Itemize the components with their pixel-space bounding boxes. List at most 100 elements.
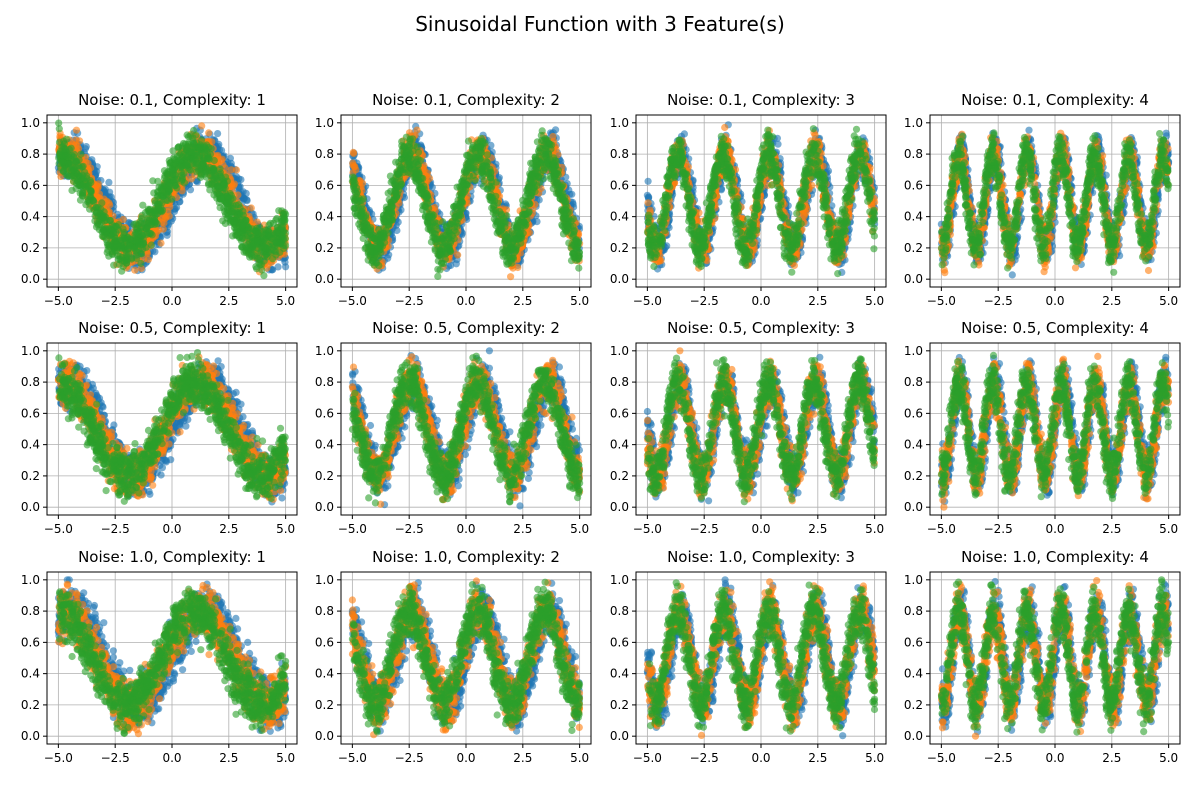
scatter-point <box>139 231 147 239</box>
scatter-point <box>84 196 92 204</box>
scatter-point <box>216 165 224 173</box>
scatter-point <box>186 186 195 194</box>
scatter-point <box>163 231 171 239</box>
scatter-point <box>234 228 242 236</box>
scatter-point <box>78 171 86 179</box>
y-tick-label: 1.0 <box>21 116 40 130</box>
scatter-point <box>79 188 87 196</box>
scatter-point <box>99 225 107 233</box>
scatter-point <box>237 176 245 184</box>
scatter-point <box>204 181 213 189</box>
scatter-point <box>64 172 72 180</box>
scatter-point <box>256 224 264 232</box>
scatter-point <box>502 206 511 214</box>
scatter-point <box>68 186 76 194</box>
scatter-point <box>216 204 224 212</box>
scatter-point <box>60 140 68 148</box>
scatter-point <box>137 259 145 268</box>
scatter-point <box>171 182 179 190</box>
scatter-point <box>157 239 165 247</box>
scatter-point <box>172 156 180 164</box>
scatter-point <box>198 122 206 130</box>
scatter-point <box>70 150 78 158</box>
scatter-point <box>94 203 102 212</box>
scatter-point <box>125 250 133 258</box>
scatter-point <box>93 181 101 189</box>
scatter-point <box>153 192 161 201</box>
scatter-point <box>205 129 213 137</box>
scatter-point <box>110 261 118 269</box>
scatter-point <box>507 273 515 281</box>
scatter-point <box>72 126 81 134</box>
scatter-point <box>58 158 66 166</box>
scatter-point <box>262 226 270 234</box>
subplot-title: Noise: 0.1, Complexity: 1 <box>78 91 266 109</box>
scatter-point <box>210 166 218 174</box>
x-tick-label: 2.5 <box>219 294 238 308</box>
scatter-point <box>55 119 63 127</box>
scatter-point <box>178 177 186 185</box>
scatter-point <box>118 234 127 242</box>
scatter-point <box>106 216 114 225</box>
scatter-point <box>156 198 164 206</box>
scatter-point <box>87 164 95 172</box>
scatter-point <box>60 167 68 175</box>
scatter-point <box>245 250 253 258</box>
scatter-point <box>253 218 261 226</box>
y-tick-label: 0.0 <box>21 272 40 286</box>
scatter-point <box>175 143 183 151</box>
scatter-point <box>159 225 167 233</box>
scatter-point <box>193 168 201 176</box>
scatter-point <box>75 156 83 164</box>
scatter-point <box>168 166 176 174</box>
scatter-point <box>131 244 139 252</box>
scatter-point <box>452 260 460 268</box>
scatter-point <box>268 245 276 254</box>
x-tick-label: −5.0 <box>44 294 73 308</box>
scatter-point <box>82 143 90 151</box>
scatter-point <box>171 172 179 180</box>
scatter-point <box>113 241 121 249</box>
scatter-point <box>276 248 284 256</box>
scatter-point <box>65 145 73 154</box>
scatter-point <box>217 195 225 203</box>
scatter-point <box>148 231 156 239</box>
scatter-point <box>104 246 112 254</box>
scatter-point <box>105 178 113 186</box>
scatter-point <box>349 148 357 156</box>
scatter-point <box>177 164 185 172</box>
scatter-point <box>234 191 242 199</box>
scatter-point <box>154 177 162 185</box>
scatter-point <box>142 243 150 251</box>
scatter-point <box>243 196 251 204</box>
scatter-point <box>146 216 154 224</box>
scatter-point <box>178 171 186 179</box>
scatter-point <box>202 173 210 181</box>
scatter-point <box>269 255 277 263</box>
scatter-point <box>160 174 168 182</box>
scatter-point <box>350 163 358 171</box>
subplot: −5.0 −2.5 0.0 2.5 5.00.00.20.40.60.81.0Noise… <box>315 91 592 308</box>
scatter-point <box>143 224 151 232</box>
scatter-point <box>227 166 235 174</box>
scatter-point <box>230 217 238 225</box>
scatter-point <box>236 215 244 223</box>
scatter-point <box>137 219 145 227</box>
scatter-point <box>186 148 194 156</box>
scatter-point <box>228 207 236 216</box>
scatter-point <box>76 196 85 204</box>
scatter-point <box>120 257 128 265</box>
scatter-point <box>133 254 141 263</box>
scatter-point <box>193 159 201 167</box>
scatter-point <box>164 191 172 199</box>
scatter-point <box>147 241 155 249</box>
y-tick-label: 0.8 <box>21 147 40 161</box>
scatter-point <box>183 131 191 139</box>
subplot: −5.0 −2.5 0.0 2.5 5.00.00.20.40.60.81.0Noise… <box>21 91 298 308</box>
scatter-series-3 <box>55 119 290 280</box>
scatter-point <box>255 255 263 263</box>
x-tick-label: −2.5 <box>101 294 130 308</box>
scatter-point <box>274 263 282 271</box>
